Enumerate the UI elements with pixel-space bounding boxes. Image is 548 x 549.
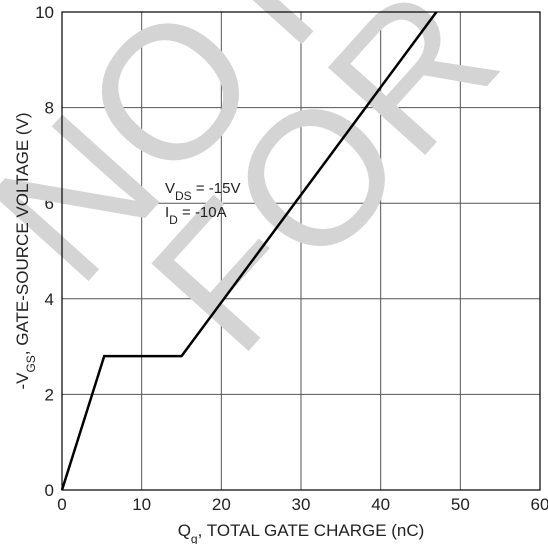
y-axis-label: -VGS, GATE-SOURCE VOLTAGE (V) (13, 112, 38, 389)
y-tick-label: 8 (45, 99, 54, 118)
x-tick-label: 50 (451, 495, 470, 514)
annotation-part: DS (175, 189, 192, 203)
annotation-part: = -15V (192, 180, 241, 197)
x-axis-label-part: Q (178, 521, 191, 540)
series-line (60, 11, 438, 491)
y-tick-label: 10 (35, 3, 54, 22)
y-axis-label-part: GS (24, 355, 38, 372)
x-axis-label: Qg, TOTAL GATE CHARGE (nC) (178, 521, 425, 544)
y-axis-label-part: -V (13, 372, 32, 390)
x-axis-label-part: g (191, 532, 198, 544)
annotation-part: I (165, 204, 169, 221)
y-tick-label: 6 (45, 194, 54, 213)
annotation-part: V (165, 180, 175, 197)
x-tick-label: 60 (531, 495, 548, 514)
annotation-part: = -10A (178, 204, 227, 221)
x-tick-label: 20 (212, 495, 231, 514)
x-tick-label: 40 (371, 495, 390, 514)
annotation-part: D (169, 213, 178, 227)
y-tick-label: 4 (45, 290, 54, 309)
y-axis-label-part: , GATE-SOURCE VOLTAGE (V) (13, 112, 32, 355)
annotation: VDS = -15V (165, 180, 240, 203)
x-tick-label: 10 (132, 495, 151, 514)
x-tick-label: 0 (57, 495, 66, 514)
plot-frame (61, 11, 541, 491)
annotation: ID = -10A (165, 204, 227, 227)
y-tick-label: 2 (45, 385, 54, 404)
x-tick-label: 30 (292, 495, 311, 514)
x-axis-label-part: , TOTAL GATE CHARGE (nC) (198, 521, 425, 540)
y-tick-label: 0 (45, 481, 54, 500)
